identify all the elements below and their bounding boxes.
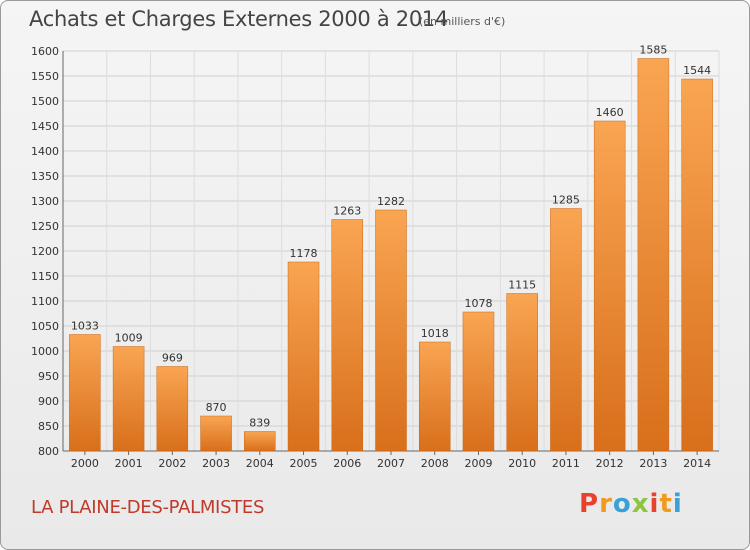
x-tick-label: 2011 <box>552 457 580 470</box>
bar-2001 <box>112 346 145 452</box>
x-tick-label: 2005 <box>290 457 318 470</box>
bar-2011 <box>550 208 582 452</box>
chart-title: Achats et Charges Externes 2000 à 2014 <box>29 7 449 31</box>
logo-letter: i <box>649 489 660 519</box>
y-tick-label: 950 <box>38 370 59 383</box>
data-labels: 1033 1009 969 870 839 1178 1263 1282 1018 1078 111… <box>71 44 711 430</box>
x-tick-label: 2000 <box>71 457 99 470</box>
y-tick-label: 1550 <box>31 70 59 83</box>
bar-2013 <box>637 58 670 452</box>
proxiti-logo: Proxiti <box>579 489 683 519</box>
x-tick-label: 2014 <box>683 457 711 470</box>
bar-2014 <box>681 78 713 452</box>
y-tick-label: 850 <box>38 420 59 433</box>
chart-subtitle: (en milliers d'€) <box>419 15 506 28</box>
data-label-2010: 1115 <box>508 279 536 292</box>
bar-2004 <box>244 431 276 452</box>
bar-2002 <box>156 366 189 452</box>
bar-2003 <box>200 415 232 452</box>
y-tick-label: 1150 <box>31 270 59 283</box>
bar-2010 <box>506 293 538 452</box>
y-tick-label: 1250 <box>31 220 59 233</box>
y-tick-label: 1450 <box>31 120 59 133</box>
x-tick-label: 2007 <box>377 457 405 470</box>
data-label-2002: 969 <box>162 352 183 365</box>
data-label-2011: 1285 <box>552 194 580 207</box>
logo-letter: P <box>579 489 600 519</box>
x-tick-label: 2012 <box>596 457 624 470</box>
x-tick-label: 2013 <box>639 457 667 470</box>
bar-2012 <box>593 120 626 452</box>
x-tick-label: 2004 <box>246 457 274 470</box>
y-tick-label: 1500 <box>31 95 59 108</box>
y-tick-label: 1200 <box>31 245 59 258</box>
bar-2009 <box>462 311 495 452</box>
y-tick-label: 1400 <box>31 145 59 158</box>
y-tick-label: 900 <box>38 395 59 408</box>
y-tick-label: 1350 <box>31 170 59 183</box>
data-label-2012: 1460 <box>596 106 624 119</box>
bars <box>69 58 713 452</box>
x-tick-label: 2002 <box>158 457 186 470</box>
y-tick-label: 1100 <box>31 295 59 308</box>
logo-letter: t <box>659 489 673 519</box>
data-label-2006: 1263 <box>333 205 361 218</box>
data-label-2008: 1018 <box>421 327 449 340</box>
logo-letter: i <box>672 489 683 519</box>
bar-2000 <box>69 334 101 452</box>
bar-2006 <box>331 219 364 452</box>
y-tick-label: 1300 <box>31 195 59 208</box>
x-tick-label: 2010 <box>508 457 536 470</box>
data-label-2004: 839 <box>249 417 270 430</box>
data-label-2014: 1544 <box>683 64 711 77</box>
y-tick-label: 1050 <box>31 320 59 333</box>
x-tick-label: 2009 <box>464 457 492 470</box>
data-label-2009: 1078 <box>464 297 492 310</box>
bar-2007 <box>375 209 407 452</box>
data-label-2003: 870 <box>206 401 227 414</box>
y-tick-label: 1600 <box>31 45 59 58</box>
y-tick-label: 1000 <box>31 345 59 358</box>
data-label-2013: 1585 <box>639 44 667 57</box>
data-label-2000: 1033 <box>71 320 99 333</box>
x-tick-label: 2008 <box>421 457 449 470</box>
logo-letter: o <box>612 489 632 519</box>
bar-2008 <box>418 341 451 452</box>
logo-letter: r <box>599 489 613 519</box>
y-tick-label: 800 <box>38 445 59 458</box>
data-label-2005: 1178 <box>290 247 318 260</box>
logo-letter: x <box>631 489 650 519</box>
x-tick-label: 2003 <box>202 457 230 470</box>
data-label-2001: 1009 <box>115 332 143 345</box>
x-tick-label: 2006 <box>333 457 361 470</box>
axes: 800 850 900 950 1000 1050 1100 1150 1200 1250 1300… <box>31 45 719 470</box>
bar-2005 <box>287 261 320 452</box>
x-tick-label: 2001 <box>115 457 143 470</box>
location-label: LA PLAINE-DES-PALMISTES <box>31 497 265 518</box>
data-label-2007: 1282 <box>377 195 405 208</box>
